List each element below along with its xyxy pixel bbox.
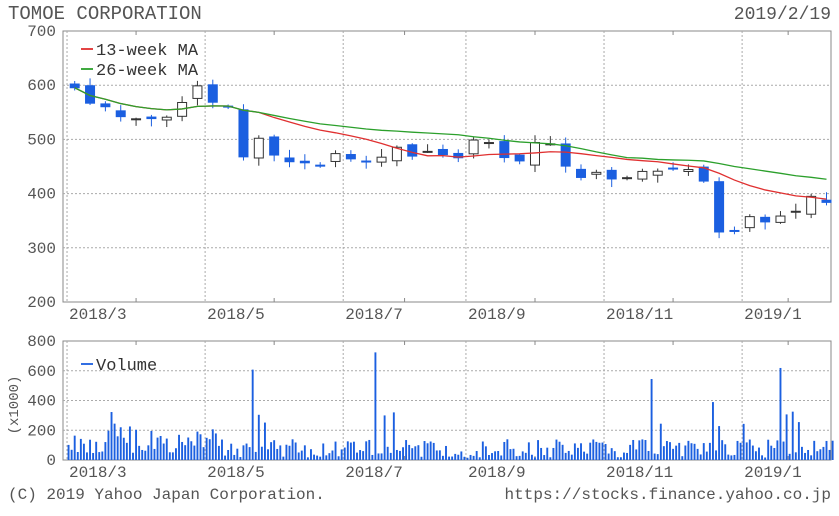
svg-text:Volume: Volume	[96, 357, 157, 376]
svg-text:0: 0	[46, 452, 56, 470]
svg-text:300: 300	[27, 240, 56, 258]
svg-text:700: 700	[27, 23, 56, 41]
svg-text:500: 500	[27, 131, 56, 149]
svg-text:2018/3: 2018/3	[69, 464, 127, 482]
svg-text:800: 800	[27, 333, 56, 351]
svg-text:2018/7: 2018/7	[345, 306, 403, 324]
svg-text:200: 200	[27, 294, 56, 312]
svg-text:600: 600	[27, 77, 56, 95]
svg-text:2018/7: 2018/7	[345, 464, 403, 482]
svg-text:2018/9: 2018/9	[468, 306, 526, 324]
svg-text:26-week MA: 26-week MA	[96, 62, 199, 81]
svg-text:(x1000): (x1000)	[7, 376, 23, 435]
svg-text:13-week MA: 13-week MA	[96, 42, 199, 61]
svg-text:2018/9: 2018/9	[468, 464, 526, 482]
svg-text:600: 600	[27, 363, 56, 381]
svg-text:2018/5: 2018/5	[207, 464, 265, 482]
svg-text:2019/1: 2019/1	[744, 464, 802, 482]
svg-text:2018/5: 2018/5	[207, 306, 265, 324]
svg-text:200: 200	[27, 422, 56, 440]
svg-text:400: 400	[27, 186, 56, 204]
svg-text:2019/1: 2019/1	[744, 306, 802, 324]
svg-text:2018/3: 2018/3	[69, 306, 127, 324]
svg-text:https://stocks.finance.yahoo.c: https://stocks.finance.yahoo.co.jp	[505, 486, 831, 504]
svg-text:2018/11: 2018/11	[606, 464, 673, 482]
svg-text:(C) 2019 Yahoo Japan Corporati: (C) 2019 Yahoo Japan Corporation.	[8, 486, 325, 504]
svg-text:TOMOE CORPORATION: TOMOE CORPORATION	[8, 3, 202, 25]
svg-text:2019/2/19: 2019/2/19	[734, 5, 831, 25]
svg-text:400: 400	[27, 393, 56, 411]
svg-text:2018/11: 2018/11	[606, 306, 673, 324]
